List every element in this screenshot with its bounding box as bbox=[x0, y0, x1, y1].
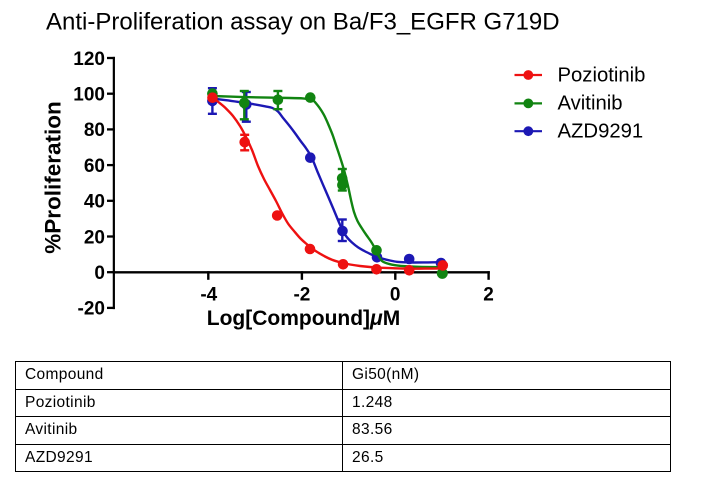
svg-text:0: 0 bbox=[94, 263, 105, 284]
svg-text:Anti-Proliferation assay on Ba: Anti-Proliferation assay on Ba/F3_EGFR G… bbox=[46, 8, 560, 35]
svg-text:120: 120 bbox=[73, 49, 105, 70]
svg-text:60: 60 bbox=[84, 156, 105, 177]
svg-text:20: 20 bbox=[84, 227, 105, 248]
svg-text:-2: -2 bbox=[293, 284, 310, 305]
svg-text:-4: -4 bbox=[200, 284, 217, 305]
svg-text:80: 80 bbox=[84, 120, 105, 141]
svg-text:Log[Compound]μM: Log[Compound]μM bbox=[207, 307, 400, 330]
svg-text:2: 2 bbox=[483, 284, 494, 305]
svg-text:100: 100 bbox=[73, 85, 105, 106]
svg-text:-20: -20 bbox=[78, 299, 105, 320]
svg-text:0: 0 bbox=[390, 284, 401, 305]
svg-text:40: 40 bbox=[84, 192, 105, 213]
svg-text:%Proliferation: %Proliferation bbox=[41, 101, 66, 254]
svg-text:Avitinib: Avitinib bbox=[558, 93, 623, 115]
svg-text:AZD9291: AZD9291 bbox=[558, 120, 644, 142]
svg-text:Poziotinib: Poziotinib bbox=[558, 64, 646, 86]
